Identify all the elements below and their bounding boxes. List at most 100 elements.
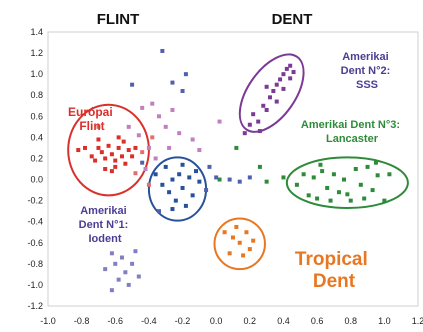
scatter-point [83,145,87,150]
scatter-point [288,63,293,68]
scatter-point [242,131,247,136]
x-tick-label: 0.2 [244,316,257,326]
scatter-point [177,172,182,177]
scatter-point [284,66,289,71]
scatter-point [150,101,155,106]
scatter-point [257,129,262,134]
label-dent1-line1: Amerikai [80,205,126,217]
scatter-point [109,288,114,293]
scatter-point [365,164,370,169]
scatter-point [99,150,104,155]
scatter-point [113,261,118,266]
scatter-point [96,145,101,150]
scatter-point [126,282,131,287]
x-tick-label: 1.0 [378,316,391,326]
scatter-point [237,179,242,184]
scatter-point [328,198,333,203]
scatter-point [163,164,168,169]
scatter-point [311,175,316,180]
scatter-point [163,124,168,129]
scatter-point [150,135,155,140]
scatter-point [133,171,138,176]
scatter-point [261,103,266,108]
scatter-point [183,72,188,77]
scatter-point [217,119,222,124]
y-tick-labels: 1.4 1.2 1.0 0.8 0.6 0.4 0.2 0.0 -0.2 -0.4 -0.6 -0.8… [27,27,43,311]
scatter-point [157,209,161,214]
group-ellipse [67,103,150,197]
group-ellipse [285,156,409,209]
scatter-point [109,152,114,157]
scatter-point [373,160,378,165]
x-tick-label: 0.6 [311,316,324,326]
scatter-point [136,133,141,138]
y-tick-label: -1.0 [27,280,43,290]
scatter-point [103,167,108,171]
dent-header: DENT [272,11,313,28]
scatter-point [325,185,330,190]
y-tick-label: 1.2 [30,48,43,58]
x-tick-label: 0.4 [277,316,290,326]
y-tick-label: 1.4 [30,27,43,37]
flint-header: FLINT [97,11,140,28]
scatter-point [109,251,114,256]
scatter-point [291,70,296,75]
scatter-point [180,89,185,94]
scatter-point [113,164,118,169]
scatter-point [234,145,239,150]
scatter-point [231,235,235,240]
scatter-point [234,224,239,229]
scatter-point [136,274,141,279]
y-tick-label: 0.8 [30,90,43,100]
scatter-point [121,139,126,144]
scatter-point [274,82,279,87]
label-amerikai-dent-3: Amerikai Dent N°3: Lancaster [301,119,403,145]
scatter-point [123,161,128,166]
scatter-point [227,177,232,182]
scatter-point [278,77,283,82]
label-europai-flint-line1: Európai [68,105,113,119]
scatter-point [227,251,232,256]
scatter-point [143,167,148,171]
scatter-point [353,167,358,171]
scatter-point [358,182,363,187]
scatter-point [251,112,256,117]
scatter-point [318,162,323,167]
scatter-point [241,253,246,258]
scatter-point [294,182,299,187]
scatter-point [173,198,178,203]
scatter-point [146,182,151,187]
x-tick-label: -0.2 [175,316,191,326]
scatter-point [271,89,276,94]
scatter-point [207,164,212,169]
scatter-point [170,80,175,85]
scatter-point [116,135,121,140]
scatter-point [342,177,346,182]
scatter-point [331,172,336,177]
x-tick-labels: -1.0 -0.8 -0.6 -0.4 -0.2 0.0 0.2 0.4 0.6 0.8 1.0 1.… [40,316,423,326]
label-dent3-line2: Lancaster [326,133,379,145]
scatter-point [251,238,256,243]
scatter-point [177,131,182,136]
data-points [76,48,392,293]
scatter-point [274,99,279,104]
y-tick-label: -0.2 [27,196,43,206]
scatter-point [264,107,269,112]
group-ellipses [67,53,409,271]
scatter-point [183,203,188,208]
scatter-point [264,179,269,184]
scatter-point [370,188,375,193]
scatter-point [126,124,131,129]
label-dent2-line2: Dent N°2: [341,65,391,77]
scatter-point [288,76,293,81]
scatter-point [362,196,367,201]
label-amerikai-dent-1: Amerikai Dent N°1: Iodent [79,205,132,245]
scatter-point [146,145,151,150]
scatter-point [170,207,175,212]
scatter-point [170,177,175,182]
x-tick-label: -0.6 [108,316,124,326]
label-dent2-line3: SSS [356,79,378,91]
scatter-point [170,107,175,112]
scatter-point [281,175,286,180]
x-tick-label: 0.8 [344,316,357,326]
